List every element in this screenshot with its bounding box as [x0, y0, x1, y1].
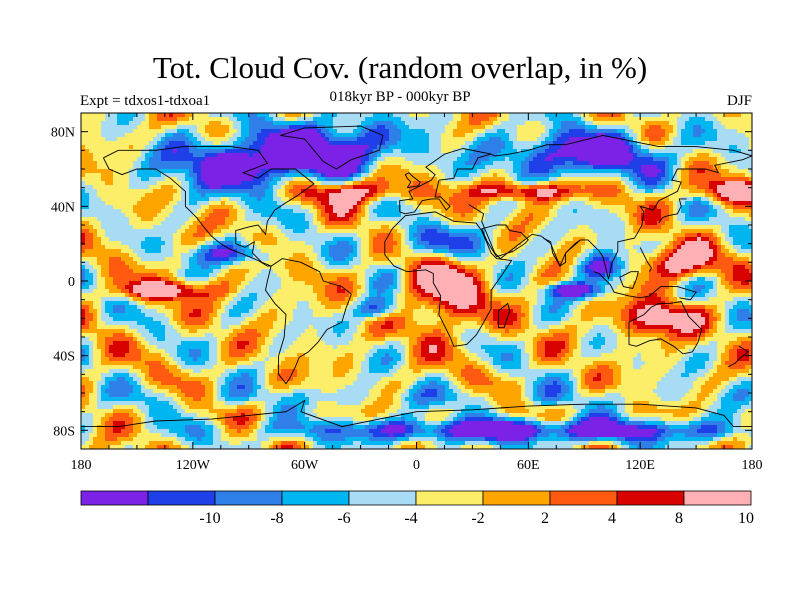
coast-india: [543, 237, 581, 267]
coast-new-zealand: [727, 345, 750, 368]
colorbar-swatch: [683, 490, 752, 506]
x-tick-label: 0: [413, 458, 420, 473]
coast-europe: [399, 148, 492, 215]
coast-north-america: [102, 146, 315, 267]
colorbar-swatch: [80, 490, 149, 506]
plot-subtitle: 018kyr BP - 000kyr BP: [329, 89, 471, 105]
colorbar-swatch: [415, 490, 484, 506]
coast-antarctica: [81, 399, 752, 428]
season-label: DJF: [726, 93, 752, 109]
y-tick-label: 80N: [51, 126, 75, 141]
coast-madagascar: [498, 302, 511, 329]
colorbar-swatch: [348, 490, 417, 506]
coast-arabia: [481, 224, 529, 258]
colorbar-swatch: [214, 490, 283, 506]
x-tick-label: 120W: [176, 458, 211, 473]
x-tick-label: 180: [71, 458, 92, 473]
coast-uk: [404, 172, 421, 189]
y-tick-label: 40S: [53, 350, 75, 365]
y-tick-label: 0: [68, 275, 75, 290]
colorbar-swatch: [616, 490, 685, 506]
colorbar-label: 4: [608, 510, 616, 527]
y-tick-label: 80S: [53, 424, 75, 439]
colorbar: -10 -8 -6 -4 -2 2 4 8 10: [80, 490, 754, 527]
coast-philippines: [639, 247, 652, 272]
colorbar-label: -6: [337, 510, 350, 527]
colorbar-label: -8: [270, 510, 283, 527]
colorbar-label: -4: [404, 510, 417, 527]
plot-title: Tot. Cloud Cov. (random overlap, in %): [152, 50, 648, 85]
colorbar-swatch: [281, 490, 350, 506]
coast-africa: [384, 211, 513, 347]
coastlines: [81, 125, 752, 428]
colorbar-label: 10: [738, 510, 754, 527]
x-tick-label: 180: [742, 458, 763, 473]
coast-australia: [628, 301, 703, 355]
x-tick-label: 120E: [625, 458, 655, 473]
colorbar-swatch: [482, 490, 551, 506]
experiment-label: Expt = tdxos1-tdxoa1: [80, 93, 211, 109]
x-tick-label: 60W: [291, 458, 319, 473]
coast-indonesia: [593, 271, 697, 301]
colorbar-label: 8: [675, 510, 683, 527]
coast-greenland: [280, 125, 384, 170]
axis-ticks: 180 120W 60W 0 60E 120E 180 80N 40N 0 40S 80S: [51, 112, 763, 473]
colorbar-swatch: [549, 490, 618, 506]
x-tick-label: 60E: [517, 458, 540, 473]
coast-japan: [658, 198, 687, 224]
colorbar-label: -2: [471, 510, 484, 527]
cloud-cover-field: [81, 113, 752, 449]
colorbar-swatch: [147, 490, 216, 506]
coast-borneo: [619, 271, 639, 290]
coast-south-america: [265, 258, 352, 385]
y-tick-label: 40N: [51, 200, 75, 215]
colorbar-label: 2: [541, 510, 549, 527]
colorbar-label: -10: [199, 510, 220, 527]
